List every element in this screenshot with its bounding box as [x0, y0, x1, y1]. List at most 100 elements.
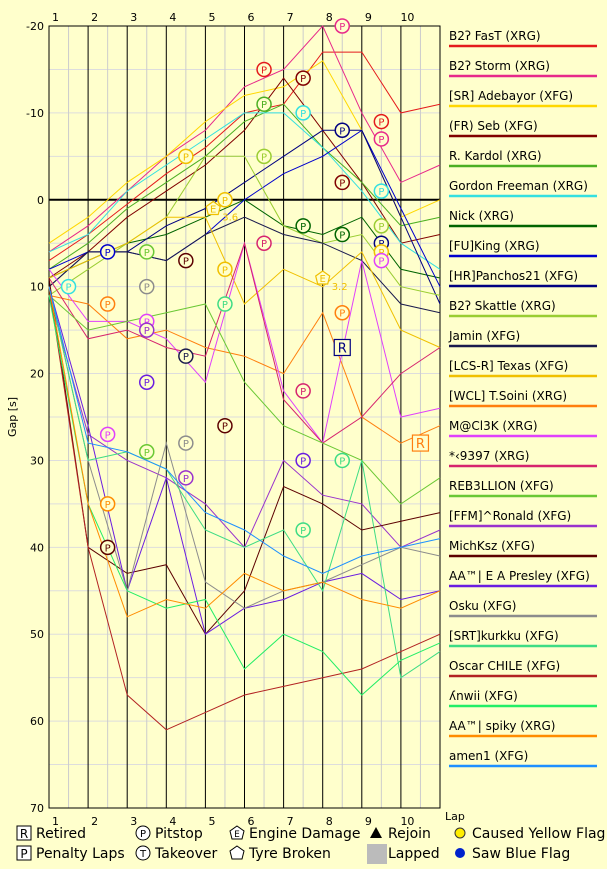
pitstop-marker-label: P [144, 248, 150, 259]
pitstop-marker-label: P [144, 448, 150, 459]
key-penalty-laps-icon [16, 845, 32, 861]
pitstop-marker [295, 70, 311, 86]
pitstop-marker-label: P [300, 387, 306, 398]
retired-marker [411, 434, 430, 452]
pitstop-marker [373, 252, 390, 269]
series-line [48, 103, 441, 270]
pitstop-marker [334, 452, 350, 469]
x-tick-label-bottom: 5 [208, 815, 215, 828]
pitstop-marker [99, 539, 116, 556]
x-tick-label-top: 8 [326, 11, 333, 24]
y-tick-label: 20 [30, 368, 44, 381]
key-takeover-icon [135, 845, 151, 861]
legend-label: ʎnwii (XFG) [449, 689, 518, 703]
legend-label: Nick (XRG) [449, 209, 514, 223]
pitstop-marker [99, 244, 116, 260]
key-pitstop-icon-glyph: P [140, 829, 146, 840]
legend-label: B2ʔ FasT (XRG) [449, 29, 541, 43]
engine-damage-time: 3.2 [332, 282, 348, 293]
legend-label: Oscar CHILE (XFG) [449, 659, 560, 673]
pitstop-marker-label: P [300, 109, 306, 120]
key-label: Saw Blue Flag [472, 846, 570, 862]
pitstop-marker-label: P [300, 74, 306, 85]
legend-label: [HR]Panchos21 (XFG) [449, 269, 578, 283]
pitstop-marker [295, 218, 311, 234]
series-line [48, 241, 441, 444]
pitstop-marker-label: P [261, 152, 267, 163]
series-line [48, 286, 441, 574]
y-tick-label: 70 [30, 802, 44, 815]
x-tick-label-top: 7 [287, 11, 294, 24]
pitstop-marker [256, 148, 272, 165]
key-label: Pitstop [155, 826, 203, 842]
pitstop-marker-label: P [222, 300, 228, 311]
key-label: Caused Yellow Flag [472, 826, 605, 842]
key-label: Penalty Laps [36, 846, 125, 862]
pitstop-marker-label: P [261, 239, 267, 250]
pitstop-marker-label: P [183, 152, 189, 163]
legend-label: Gordon Freeman (XRG) [449, 179, 588, 193]
pitstop-marker [256, 96, 272, 112]
pitstop-marker-label: P [66, 283, 72, 294]
x-tick-label-top: 6 [248, 11, 255, 24]
pitstop-marker-label: P [339, 309, 345, 320]
x-tick-label-bottom: 2 [91, 815, 98, 828]
pitstop-marker [139, 444, 155, 460]
x-axis-title: Lap [445, 810, 465, 823]
pitstop-marker-label: P [261, 100, 267, 111]
pitstop-marker-label: P [144, 378, 150, 389]
legend-label: [SR] Adebayor (XFG) [449, 89, 573, 103]
pitstop-marker-label: P [339, 456, 345, 467]
x-tick-label-bottom: 9 [365, 815, 372, 828]
legend-label: [SRT]kurkku (XFG) [449, 629, 559, 643]
pitstop-marker [178, 348, 194, 364]
pitstop-marker-label: P [300, 456, 306, 467]
key-saw-blue-flag-icon [455, 848, 465, 858]
pitstop-marker [256, 61, 272, 78]
pitstop-marker [60, 278, 77, 295]
pitstop-marker [139, 374, 155, 390]
pitstop-marker [217, 192, 233, 208]
legend-label: Osku (XFG) [449, 599, 516, 613]
legend-label: REB3LLION (XFG) [449, 479, 554, 493]
pitstop-marker-label: P [222, 265, 228, 276]
legend-label: amen1 (XFG) [449, 749, 528, 763]
engine-damage-marker [205, 200, 221, 216]
y-tick-label: 30 [30, 454, 44, 467]
x-tick-label-bottom: 6 [248, 815, 255, 828]
pitstop-marker-label: P [222, 196, 228, 207]
legend-label: AA™| spiky (XRG) [449, 719, 555, 733]
series-line [48, 295, 441, 696]
pitstop-marker-label: P [183, 474, 189, 485]
key-tyre-broken-icon [229, 845, 245, 860]
y-tick-label: 0 [37, 194, 44, 207]
pitstop-marker-label: P [183, 439, 189, 450]
x-tick-label-bottom: 7 [287, 815, 294, 828]
x-tick-label-top: 10 [400, 11, 414, 24]
series-line [48, 295, 441, 505]
y-tick-label: 50 [30, 628, 44, 641]
key-retired-icon-glyph: R [20, 827, 28, 841]
pitstop-marker [178, 252, 194, 269]
pitstop-marker [334, 122, 350, 139]
pitstop-marker [139, 244, 155, 260]
x-tick-label-bottom: 8 [326, 815, 333, 828]
pitstop-marker [99, 496, 116, 512]
series-line [48, 286, 441, 731]
pitstop-marker-label: P [378, 118, 384, 129]
key-label: Rejoin [388, 826, 431, 842]
key-engine-damage-icon-glyph: E [234, 830, 240, 840]
series-line [48, 286, 441, 618]
pitstop-marker-label: P [222, 422, 228, 433]
pitstop-marker [334, 304, 350, 321]
key-retired-icon [16, 825, 32, 841]
x-tick-label-top: 9 [365, 11, 372, 24]
legend-label: B2ʔ Skattle (XRG) [449, 299, 556, 313]
legend-label: (FR) Seb (XFG) [449, 119, 538, 133]
series-line [48, 294, 441, 444]
x-tick-label-bottom: 3 [130, 815, 137, 828]
legend-label: [FFM]^Ronald (XFG) [449, 509, 571, 523]
legend-label: [LCS-R] Texas (XFG) [449, 359, 568, 373]
key-caused-yellow-flag-icon [454, 827, 466, 839]
